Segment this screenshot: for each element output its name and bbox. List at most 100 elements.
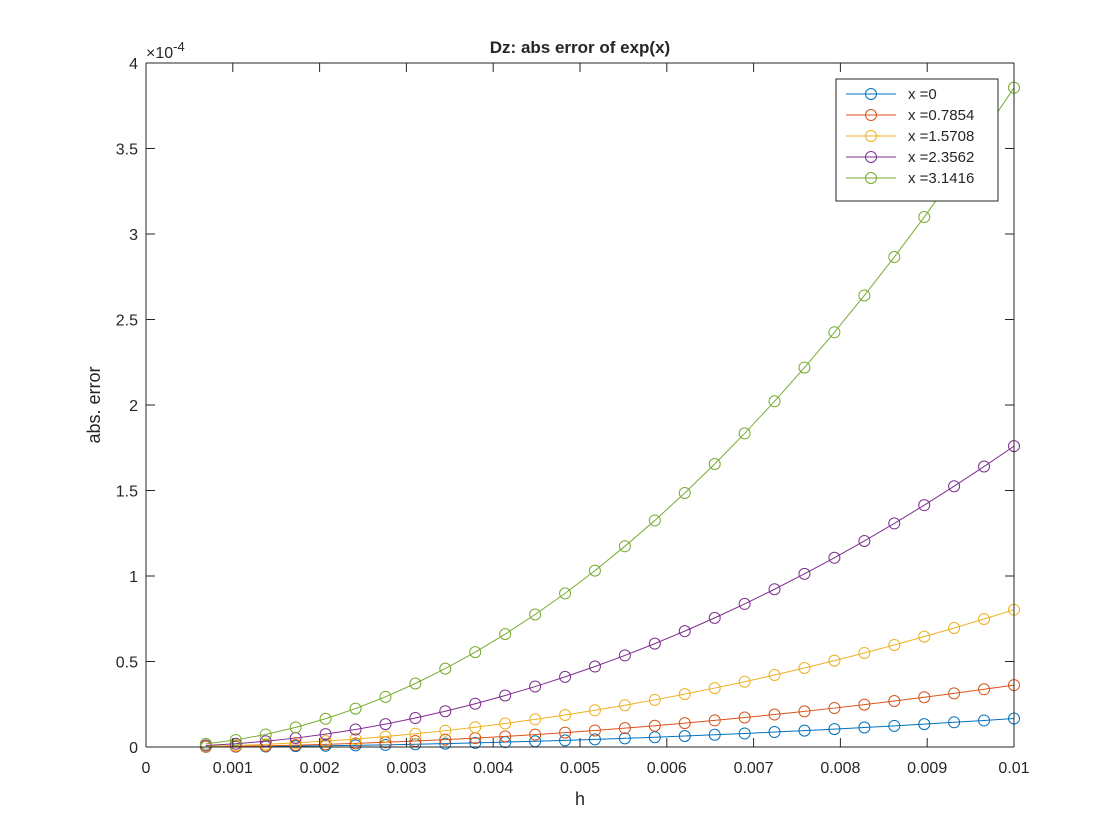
data-point — [828, 326, 841, 339]
data-point — [828, 702, 841, 715]
data-point — [828, 654, 841, 667]
x-tick-label: 0.01 — [998, 760, 1029, 777]
data-point — [499, 730, 512, 743]
data-point — [918, 211, 931, 224]
data-point — [948, 687, 961, 700]
data-point — [469, 646, 482, 659]
axes-layer: 0 0.001 0.002 0.003 0.004 0.005 0.006 0.007 0.00… — [116, 56, 1030, 777]
data-point — [588, 733, 601, 746]
x-tick-label: 0.007 — [734, 760, 774, 777]
legend-marker — [865, 172, 877, 184]
data-point — [618, 699, 631, 712]
y-tick-label: 0 — [129, 740, 138, 757]
y-tick-label: 3 — [129, 227, 138, 244]
data-point — [918, 499, 931, 512]
data-point — [708, 611, 721, 624]
y-tick-label: 4 — [129, 56, 138, 73]
data-point — [469, 697, 482, 710]
series-line — [205, 609, 1015, 747]
data-point — [379, 730, 392, 743]
data-point — [708, 714, 721, 727]
data-point — [798, 724, 811, 737]
legend-marker — [865, 130, 877, 142]
data-point — [409, 738, 422, 751]
data-point — [798, 361, 811, 374]
data-point — [888, 251, 901, 264]
data-point — [559, 670, 572, 683]
y-tick-label: 1 — [129, 569, 138, 586]
x-tick-label: 0.003 — [386, 760, 426, 777]
data-point — [768, 395, 781, 408]
data-point — [499, 628, 512, 641]
data-point — [349, 723, 362, 736]
data-point — [648, 637, 661, 650]
data-point — [798, 662, 811, 674]
data-point — [648, 693, 661, 706]
legend-label: x =1.5708 — [908, 128, 974, 145]
data-point — [978, 683, 991, 696]
x-tick-label: 0.005 — [560, 760, 600, 777]
data-point — [678, 717, 691, 730]
data-point — [858, 721, 871, 734]
data-point — [588, 660, 601, 673]
y-tick-label: 1.5 — [116, 484, 138, 501]
data-point — [918, 718, 931, 731]
data-point — [618, 722, 631, 735]
data-point — [738, 675, 751, 688]
data-point — [559, 709, 572, 722]
x-tick-label: 0.008 — [820, 760, 860, 777]
data-point — [469, 736, 482, 749]
series-line — [205, 717, 1015, 748]
legend: x =0 x =0.7854 x =1.5708 x =2.3562 x =3.1416 — [835, 78, 999, 202]
data-point — [648, 719, 661, 732]
data-point — [708, 458, 721, 470]
data-point — [948, 621, 961, 634]
x-tick-label: 0.001 — [213, 760, 253, 777]
data-point — [349, 733, 362, 745]
data-point — [588, 704, 601, 717]
data-point — [409, 712, 422, 725]
data-point — [588, 564, 601, 577]
data-point — [319, 728, 332, 741]
data-point — [978, 613, 991, 626]
data-point — [559, 734, 572, 747]
legend-item: x =1.5708 — [846, 128, 974, 145]
data-point — [798, 567, 811, 580]
legend-item: x =2.3562 — [846, 149, 974, 166]
data-point — [768, 708, 781, 721]
legend-marker — [865, 109, 877, 121]
data-point — [199, 737, 212, 750]
data-point — [678, 487, 691, 500]
data-point — [768, 669, 781, 682]
data-point — [469, 721, 482, 734]
series-line — [205, 445, 1015, 747]
y-tick-label: 2 — [129, 398, 138, 415]
data-point — [349, 702, 362, 715]
data-point — [858, 646, 871, 659]
data-point — [439, 724, 452, 737]
data-point — [559, 587, 572, 600]
legend-label: x =0 — [908, 86, 937, 103]
data-point — [409, 727, 422, 740]
data-point — [259, 728, 272, 741]
data-point — [708, 728, 721, 741]
legend-item: x =0.7854 — [846, 107, 974, 124]
y-axis-multiplier: ×10-4 — [146, 39, 185, 62]
data-point — [798, 705, 811, 718]
data-point — [379, 690, 392, 703]
data-point — [259, 738, 272, 751]
data-point — [349, 737, 362, 750]
data-point — [828, 723, 841, 736]
x-tick-label: 0.002 — [300, 760, 340, 777]
y-multiplier-base: ×10 — [146, 45, 173, 62]
data-point — [738, 597, 751, 610]
data-point — [708, 682, 721, 695]
data-point — [738, 727, 751, 740]
legend-item: x =0 — [846, 86, 937, 103]
data-point — [529, 728, 542, 741]
y-tick-label: 2.5 — [116, 313, 138, 330]
y-axis-label: abs. error — [84, 366, 104, 443]
legend-marker — [865, 88, 877, 100]
series-line — [205, 87, 1015, 745]
data-point — [978, 460, 991, 473]
